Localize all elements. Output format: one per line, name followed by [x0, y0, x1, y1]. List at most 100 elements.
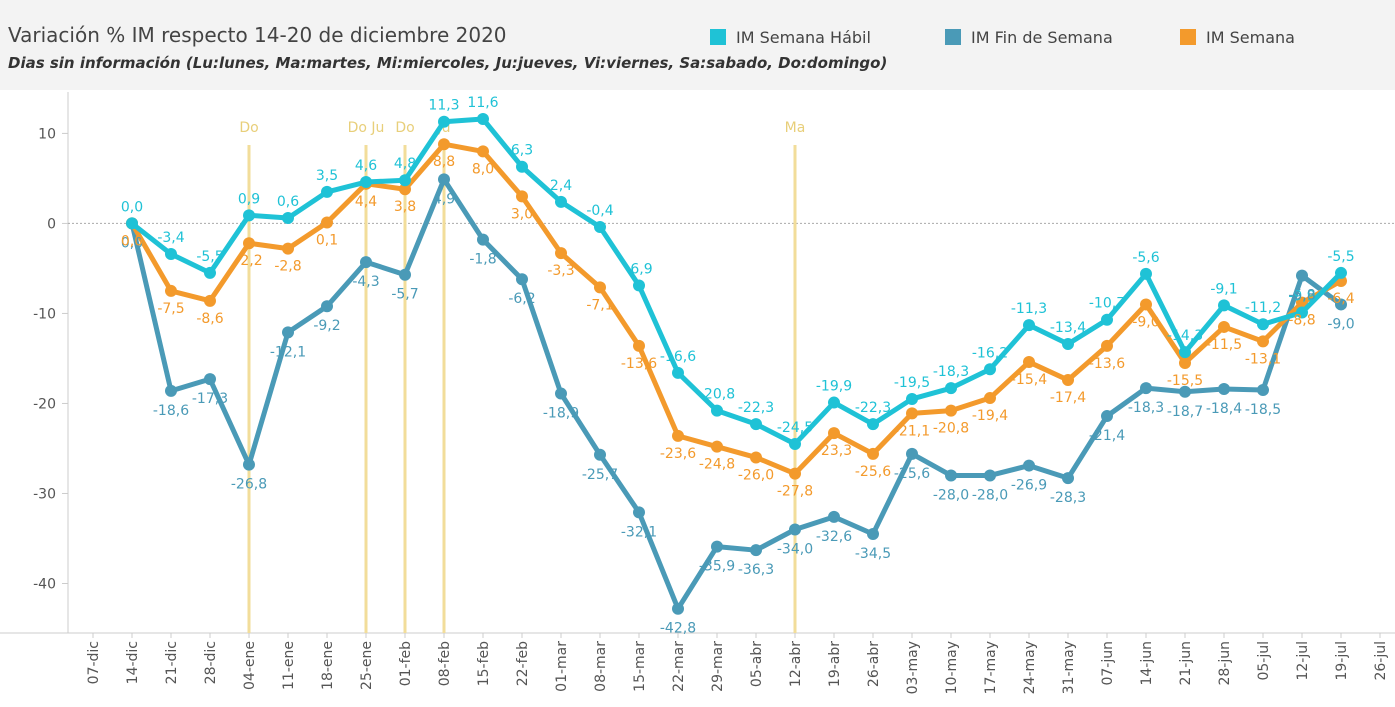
point: [1101, 313, 1113, 326]
value-label: -25,7: [582, 467, 618, 483]
value-label: 0,1: [316, 233, 338, 249]
point: [321, 216, 333, 229]
value-label: -34,0: [777, 541, 813, 557]
value-label: -36,3: [738, 562, 774, 578]
point: [165, 384, 177, 397]
value-label: -25,6: [894, 466, 930, 482]
point: [282, 242, 294, 255]
x-tick-label: 22-feb: [515, 641, 531, 686]
x-tick-label: 04-ene: [242, 641, 258, 690]
value-label: -35,9: [699, 559, 735, 575]
point: [672, 602, 684, 615]
value-label: -5,6: [1132, 250, 1159, 266]
point: [945, 382, 957, 395]
annotation-label: Do Ju: [348, 120, 385, 136]
point: [1296, 296, 1308, 309]
value-label: -1,8: [469, 252, 496, 268]
value-label: 11,3: [428, 98, 459, 114]
point: [399, 174, 411, 187]
point: [1140, 298, 1152, 311]
value-label: -5,5: [1327, 249, 1354, 265]
value-label: -16,2: [972, 345, 1008, 361]
value-label: -18,4: [1206, 401, 1242, 417]
legend-swatch: [945, 29, 961, 45]
header-bg: [0, 0, 1395, 90]
point: [1335, 298, 1347, 311]
point: [867, 418, 879, 431]
annotation-label: Do: [395, 120, 414, 136]
point: [282, 326, 294, 339]
point: [867, 527, 879, 540]
value-label: 6,3: [511, 143, 533, 159]
point: [477, 113, 489, 126]
x-tick-label: 14-jun: [1139, 641, 1155, 686]
x-tick-label: 28-jun: [1217, 641, 1233, 686]
x-tick-label: 19-jul: [1334, 641, 1350, 681]
x-tick-label: 19-abr: [827, 641, 843, 687]
x-tick-label: 05-abr: [749, 641, 765, 687]
point: [1101, 339, 1113, 352]
legend-swatch: [710, 29, 726, 45]
point: [828, 510, 840, 523]
value-label: -26,9: [1011, 478, 1047, 494]
value-label: -12,1: [270, 344, 306, 360]
point: [828, 427, 840, 440]
value-label: -34,5: [855, 546, 891, 562]
x-tick-label: 29-mar: [710, 641, 726, 692]
value-label: -7,1: [586, 297, 613, 313]
x-tick-label: 07-jun: [1100, 641, 1116, 686]
value-label: 8,8: [433, 154, 455, 170]
point: [243, 458, 255, 471]
value-label: -13,6: [1089, 356, 1125, 372]
x-tick-label: 15-mar: [632, 641, 648, 692]
value-label: -9,0: [1132, 314, 1159, 330]
value-label: 8,0: [472, 161, 494, 177]
value-label: 2,4: [550, 178, 572, 194]
value-label: -2,8: [274, 259, 301, 275]
point: [399, 268, 411, 281]
point: [1218, 383, 1230, 396]
point: [1179, 346, 1191, 359]
point: [711, 440, 723, 453]
point: [165, 284, 177, 297]
value-label: 0,9: [238, 191, 260, 207]
point: [750, 544, 762, 557]
point: [321, 300, 333, 313]
point: [516, 273, 528, 286]
value-label: -13,1: [1245, 351, 1281, 367]
legend-label: IM Semana Hábil: [736, 28, 871, 47]
point: [1023, 356, 1035, 369]
value-label: -9,1: [1210, 281, 1237, 297]
point: [243, 209, 255, 222]
point: [399, 183, 411, 196]
x-tick-label: 28-dic: [203, 641, 219, 684]
value-label: 4,8: [394, 156, 416, 172]
value-label: -24,5: [777, 420, 813, 436]
value-label: -5,8: [1288, 288, 1315, 304]
point: [711, 540, 723, 553]
legend-label: IM Semana: [1206, 28, 1295, 47]
value-label: -5,5: [196, 249, 223, 265]
value-label: -32,6: [816, 529, 852, 545]
series-line: [129, 176, 1343, 612]
value-label: -10,7: [1089, 296, 1125, 312]
x-tick-label: 24-may: [1022, 641, 1038, 694]
point: [204, 294, 216, 307]
y-tick-label: -40: [33, 576, 56, 592]
value-label: -11,5: [1206, 337, 1242, 353]
value-label: -0,4: [586, 203, 613, 219]
legend-label: IM Fin de Semana: [971, 28, 1113, 47]
value-label: -6,4: [1327, 291, 1354, 307]
x-tick-label: 08-feb: [437, 641, 453, 686]
point: [594, 281, 606, 294]
point: [1218, 320, 1230, 333]
point: [945, 404, 957, 417]
point: [1257, 318, 1269, 331]
point: [789, 467, 801, 480]
value-label: -9,0: [1327, 316, 1354, 332]
value-label: -6,2: [508, 291, 535, 307]
value-label: -13,6: [621, 356, 657, 372]
x-tick-label: 26-abr: [866, 641, 882, 687]
value-label: 0,6: [277, 194, 299, 210]
